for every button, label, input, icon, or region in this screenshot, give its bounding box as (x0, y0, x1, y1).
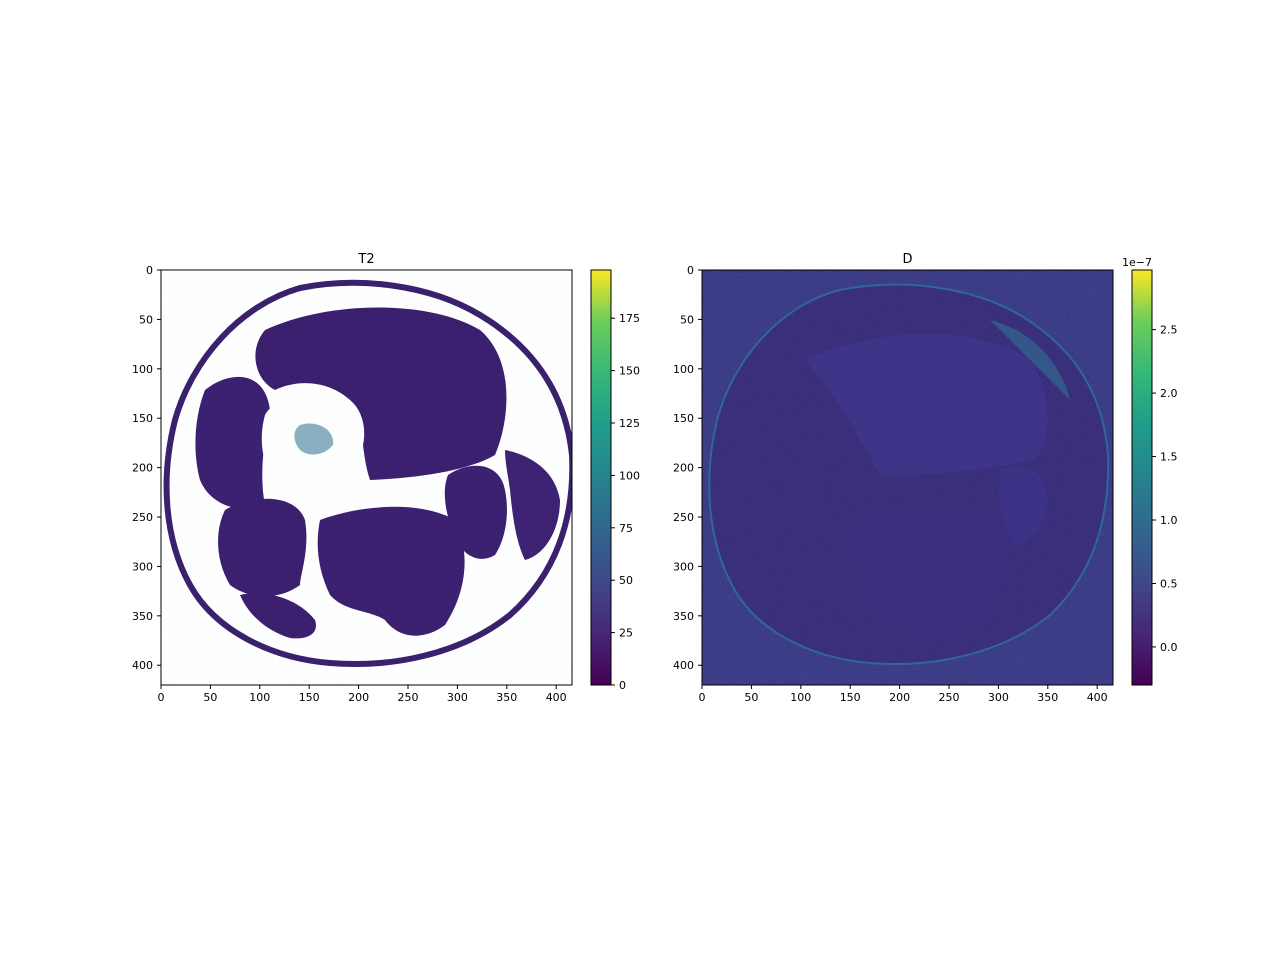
heatmap-image (161, 270, 572, 685)
x-tick-label: 200 (348, 691, 369, 704)
colorbar-tick-label: 0.0 (1160, 641, 1178, 654)
y-tick-label: 200 (132, 462, 153, 475)
colorbar-tick-label: 125 (619, 417, 640, 430)
x-tick-label: 300 (988, 691, 1009, 704)
y-tick-label: 50 (139, 313, 153, 326)
y-tick-label: 250 (673, 511, 694, 524)
y-tick-label: 350 (673, 610, 694, 623)
y-tick-label: 300 (132, 560, 153, 573)
panel-d: D 0 50 100 150 200 250 300 350 400 0 50 100 150 200 2… (673, 252, 1178, 704)
colorbar-tick-label: 50 (619, 574, 633, 587)
x-tick-label: 50 (744, 691, 758, 704)
x-tick-label: 150 (840, 691, 861, 704)
y-axis: 0 50 100 150 200 250 300 350 400 (132, 264, 161, 672)
colorbar-offset-label: 1e−7 (1122, 256, 1152, 269)
colorbar-tick-label: 75 (619, 522, 633, 535)
y-tick-label: 0 (146, 264, 153, 277)
x-axis: 0 50 100 150 200 250 300 350 400 (699, 685, 1108, 704)
x-tick-label: 200 (889, 691, 910, 704)
x-tick-label: 0 (699, 691, 706, 704)
x-tick-label: 350 (496, 691, 517, 704)
x-tick-label: 50 (203, 691, 217, 704)
y-tick-label: 100 (132, 363, 153, 376)
colorbar-tick-label: 175 (619, 312, 640, 325)
y-tick-label: 300 (673, 560, 694, 573)
x-tick-label: 350 (1037, 691, 1058, 704)
y-axis: 0 50 100 150 200 250 300 350 400 (673, 264, 702, 672)
panel-title: T2 (357, 252, 374, 267)
colorbar-tick-label: 25 (619, 627, 633, 640)
x-tick-label: 400 (546, 691, 567, 704)
x-tick-label: 150 (299, 691, 320, 704)
x-tick-label: 250 (938, 691, 959, 704)
colorbar-tick-label: 150 (619, 365, 640, 378)
colorbar-tick-label: 1.0 (1160, 514, 1178, 527)
colorbar-gradient (1131, 269, 1153, 686)
y-tick-label: 100 (673, 363, 694, 376)
y-tick-label: 150 (132, 412, 153, 425)
colorbar-tick-label: 2.0 (1160, 387, 1178, 400)
colorbar-tick-label: 0 (619, 679, 626, 692)
colorbar-tick-label: 0.5 (1160, 577, 1178, 590)
heatmap-image (702, 270, 1113, 685)
y-tick-label: 350 (132, 610, 153, 623)
y-tick-label: 400 (132, 659, 153, 672)
y-tick-label: 50 (680, 313, 694, 326)
y-tick-label: 150 (673, 412, 694, 425)
colorbar-tick-label: 100 (619, 469, 640, 482)
y-tick-label: 0 (687, 264, 694, 277)
x-axis: 0 50 100 150 200 250 300 350 400 (158, 685, 567, 704)
panel-t2: T2 0 50 (132, 252, 640, 704)
colorbar: 0.0 0.5 1.0 1.5 2.0 2.5 1e−7 (1122, 256, 1178, 686)
x-tick-label: 250 (397, 691, 418, 704)
y-tick-label: 200 (673, 462, 694, 475)
colorbar-tick-label: 1.5 (1160, 451, 1178, 464)
colorbar: 0 25 50 75 100 125 150 175 (590, 269, 640, 692)
colorbar-gradient (590, 269, 612, 686)
x-tick-label: 100 (790, 691, 811, 704)
panel-title: D (902, 252, 912, 267)
x-tick-label: 300 (447, 691, 468, 704)
x-tick-label: 0 (158, 691, 165, 704)
x-tick-label: 400 (1087, 691, 1108, 704)
x-tick-label: 100 (249, 691, 270, 704)
y-tick-label: 400 (673, 659, 694, 672)
colorbar-tick-label: 2.5 (1160, 324, 1178, 337)
y-tick-label: 250 (132, 511, 153, 524)
